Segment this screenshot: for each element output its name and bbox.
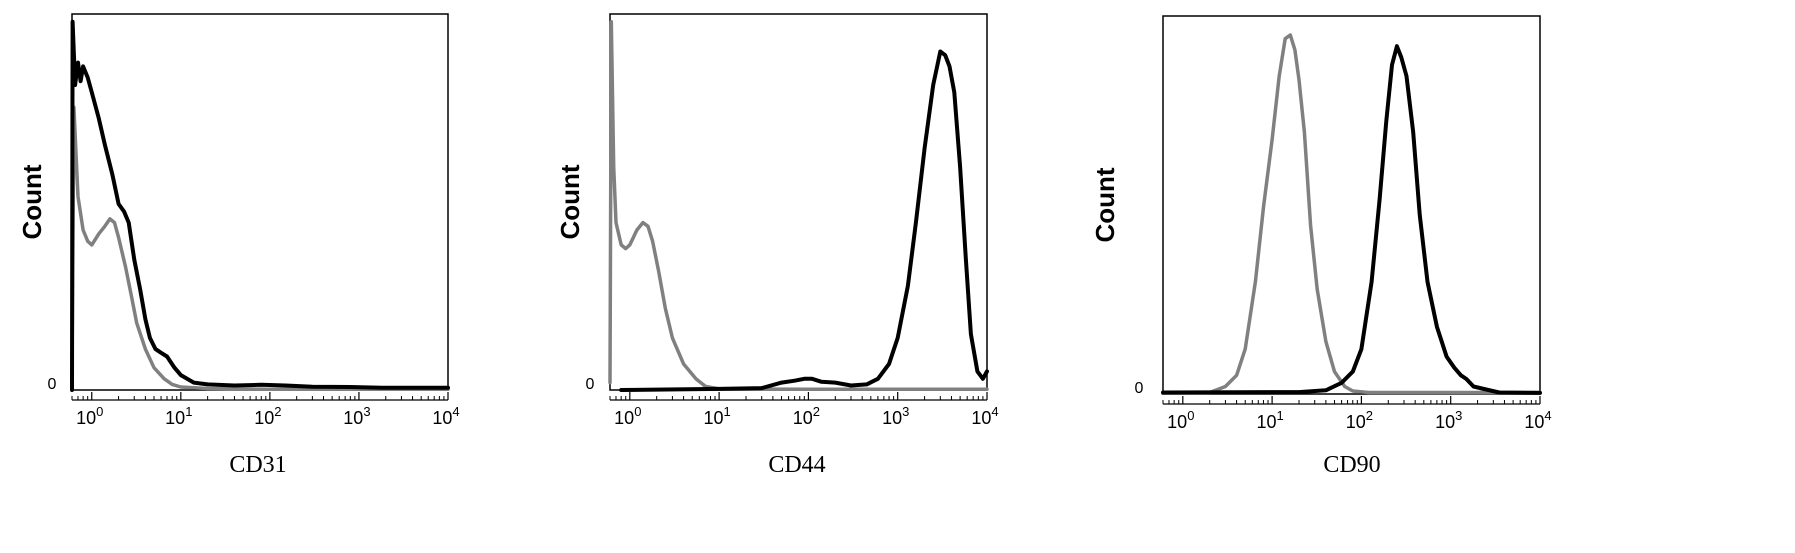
x-tick-label-exponent: 0 <box>96 404 103 419</box>
y-axis-label: Count <box>17 164 47 239</box>
x-tick-label-base: 10 <box>343 408 363 428</box>
x-tick-label-exponent: 1 <box>185 404 192 419</box>
x-tick-label-base: 10 <box>1435 412 1455 432</box>
x-tick-label-exponent: 3 <box>902 404 909 419</box>
x-tick-label-exponent: 4 <box>452 404 459 419</box>
control-histogram-line <box>1161 33 1542 396</box>
x-tick-label: 103 <box>882 404 909 428</box>
x-tick-label-exponent: 0 <box>1187 408 1194 423</box>
x-tick-label-exponent: 2 <box>1366 408 1373 423</box>
x-tick-label: 101 <box>703 404 730 428</box>
x-tick-label-base: 10 <box>614 408 634 428</box>
x-axis-label: CD90 <box>1323 452 1380 478</box>
x-tick-label: 100 <box>614 404 641 428</box>
x-tick-label: 102 <box>793 404 820 428</box>
x-axis-label: CD31 <box>229 452 286 478</box>
plot-frame <box>609 13 988 391</box>
x-tick-label-base: 10 <box>1524 412 1544 432</box>
plot-frame <box>71 13 449 391</box>
marker-histogram-line <box>70 19 450 392</box>
plot-frame <box>1162 15 1541 395</box>
control-histogram-line <box>608 19 989 392</box>
x-tick-label-base: 10 <box>1346 412 1366 432</box>
x-axis-label: CD44 <box>768 452 825 478</box>
x-tick-label-exponent: 2 <box>274 404 281 419</box>
marker-histogram-line <box>1161 44 1542 395</box>
x-tick-label: 100 <box>1167 408 1194 432</box>
x-tick-label: 102 <box>1346 408 1373 432</box>
x-tick-label-base: 10 <box>703 408 723 428</box>
x-tick-label-exponent: 2 <box>813 404 820 419</box>
x-tick-label-exponent: 3 <box>1455 408 1462 423</box>
x-tick-label: 102 <box>254 404 281 428</box>
x-tick-label: 104 <box>1524 408 1551 432</box>
x-tick-label-exponent: 0 <box>634 404 641 419</box>
x-tick-label-base: 10 <box>971 408 991 428</box>
x-tick-label-exponent: 4 <box>991 404 998 419</box>
x-tick-label-base: 10 <box>76 408 96 428</box>
marker-histogram-line <box>619 49 989 392</box>
x-tick-label: 100 <box>76 404 103 428</box>
x-tick-label: 103 <box>1435 408 1462 432</box>
x-tick-label-base: 10 <box>882 408 902 428</box>
x-tick-label-base: 10 <box>1256 412 1276 432</box>
x-tick-label: 103 <box>343 404 370 428</box>
x-tick-label-base: 10 <box>793 408 813 428</box>
x-tick-label-base: 10 <box>432 408 452 428</box>
y-axis-label: Count <box>1090 167 1120 242</box>
x-tick-label-exponent: 1 <box>1277 408 1284 423</box>
x-tick-label-exponent: 3 <box>363 404 370 419</box>
y-axis-label: Count <box>555 164 585 239</box>
y-zero-label: 0 <box>48 376 57 393</box>
x-tick-label-exponent: 1 <box>724 404 731 419</box>
x-tick-label-base: 10 <box>254 408 274 428</box>
y-zero-label: 0 <box>1135 380 1144 397</box>
x-tick-label-exponent: 4 <box>1544 408 1551 423</box>
x-tick-label: 101 <box>165 404 192 428</box>
y-zero-label: 0 <box>586 376 595 393</box>
x-tick-label-base: 10 <box>165 408 185 428</box>
x-tick-label-base: 10 <box>1167 412 1187 432</box>
x-tick-label: 104 <box>432 404 459 428</box>
control-histogram-line <box>70 105 450 392</box>
x-tick-label: 101 <box>1256 408 1283 432</box>
x-tick-label: 104 <box>971 404 998 428</box>
